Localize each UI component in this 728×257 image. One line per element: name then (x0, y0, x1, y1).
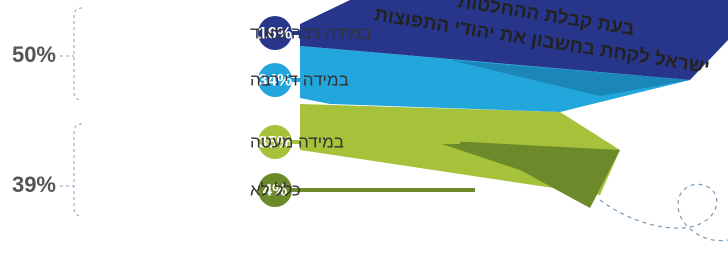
group-total: 39% (12, 172, 56, 197)
category-label: כלל לא (250, 180, 301, 199)
group-bracket (74, 124, 82, 216)
group-bracket (74, 8, 82, 100)
category-label: במידה די רבה (250, 70, 349, 89)
category-label: במידה מעטה (250, 132, 344, 151)
group-total: 50% (12, 42, 56, 67)
category-label: במידה רבה מאוד (250, 23, 371, 42)
flight-path (600, 184, 728, 240)
chart: בעת קבלת ההחלטות ישראל לקחת בחשבון את יה… (0, 0, 728, 257)
